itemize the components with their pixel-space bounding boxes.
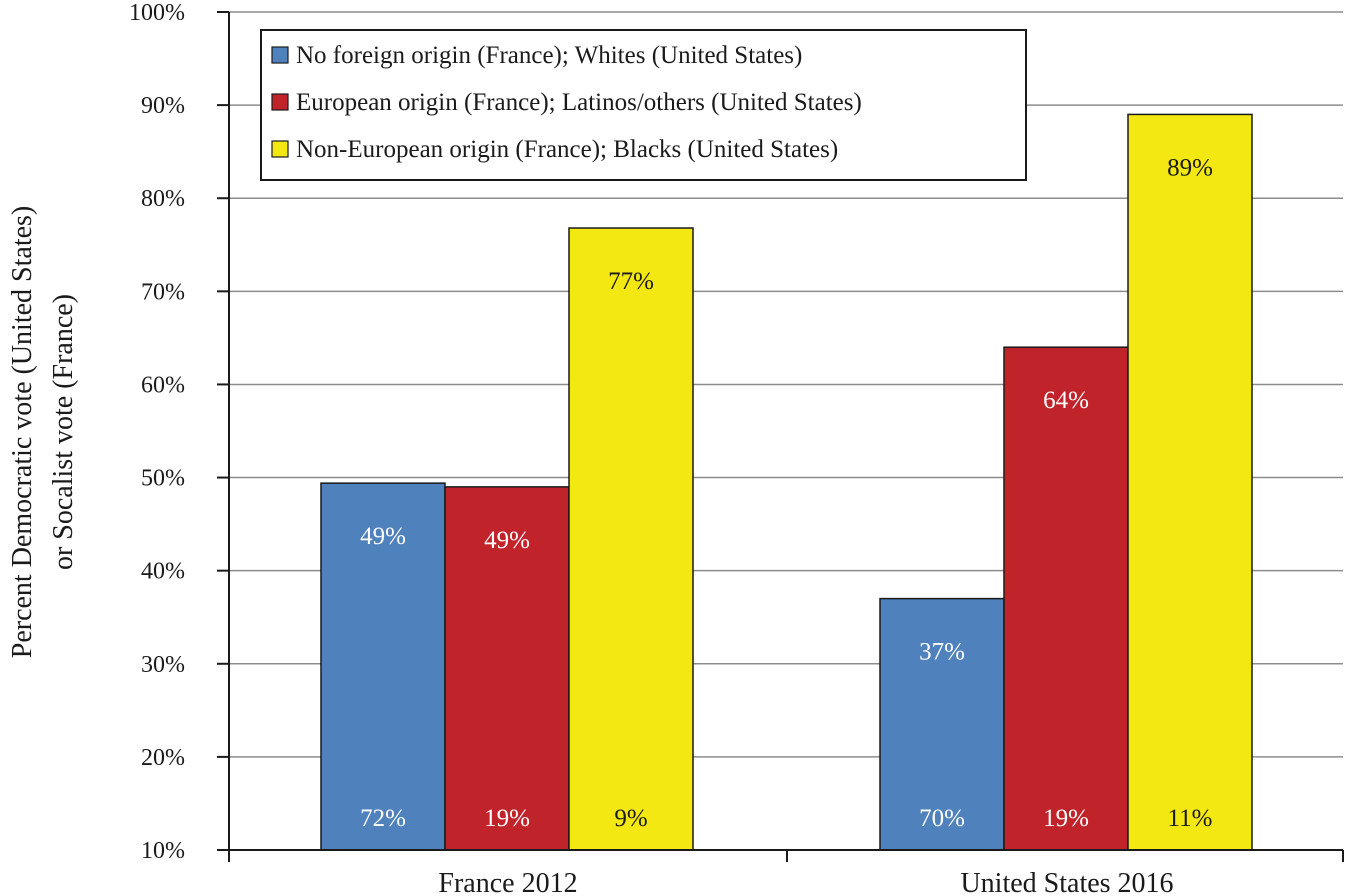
y-tick-label: 100% xyxy=(129,0,185,26)
legend-box xyxy=(260,29,1027,181)
y-tick-label: 60% xyxy=(141,372,185,398)
x-category-label: France 2012 xyxy=(438,868,577,896)
y-axis-title-line2: or Socalist vote (France) xyxy=(48,294,79,570)
y-axis-title-line1: Percent Democratic vote (United States) xyxy=(7,206,38,659)
legend-swatch xyxy=(271,140,289,158)
bar-bottom-label: 70% xyxy=(919,805,965,832)
bar-value-label: 49% xyxy=(484,527,530,554)
y-tick-label: 70% xyxy=(141,279,185,305)
legend-entry-label: Non-European origin (France); Blacks (Un… xyxy=(296,136,838,163)
legend-swatch xyxy=(271,46,289,64)
bar-value-label: 64% xyxy=(1043,387,1089,414)
legend-entry-label: European origin (France); Latinos/others… xyxy=(296,89,862,116)
bar-bottom-label: 19% xyxy=(1043,805,1089,832)
y-axis-title: Percent Democratic vote (United States) … xyxy=(7,206,79,659)
bar-bottom-label: 72% xyxy=(360,805,406,832)
y-tick-label: 50% xyxy=(141,466,185,492)
bar-bottom-label: 11% xyxy=(1168,805,1213,832)
bar xyxy=(1003,346,1129,851)
bar-bottom-label: 9% xyxy=(614,805,647,832)
bar-value-label: 37% xyxy=(919,639,965,666)
bars: 49% 72% 37% 70% 49% 19% 64% 19% 77% 9% 89% 11% xyxy=(320,113,1253,851)
axes xyxy=(228,12,1344,862)
bar xyxy=(1127,113,1253,851)
legend-swatch xyxy=(271,93,289,111)
y-tick-label: 40% xyxy=(141,559,185,585)
bar xyxy=(568,227,694,851)
y-tick-label: 20% xyxy=(141,745,185,771)
y-axis-ticks: 10% 20% 30% 40% 50% 60% 70% 80% 90% 100% xyxy=(129,0,229,864)
legend: No foreign origin (France); Whites (Unit… xyxy=(260,29,1027,181)
y-tick-label: 80% xyxy=(141,186,185,212)
bar-value-label: 49% xyxy=(360,523,406,550)
y-tick-label: 90% xyxy=(141,93,185,119)
y-tick-label: 30% xyxy=(141,652,185,678)
bar-value-label: 77% xyxy=(608,268,654,295)
bar-value-label: 89% xyxy=(1167,154,1213,181)
x-category-label: United States 2016 xyxy=(960,868,1173,896)
x-axis-categories: France 2012 United States 2016 xyxy=(438,868,1173,896)
y-tick-label: 10% xyxy=(141,838,185,864)
bar-bottom-label: 19% xyxy=(484,805,530,832)
legend-entry-label: No foreign origin (France); Whites (Unit… xyxy=(296,42,802,69)
